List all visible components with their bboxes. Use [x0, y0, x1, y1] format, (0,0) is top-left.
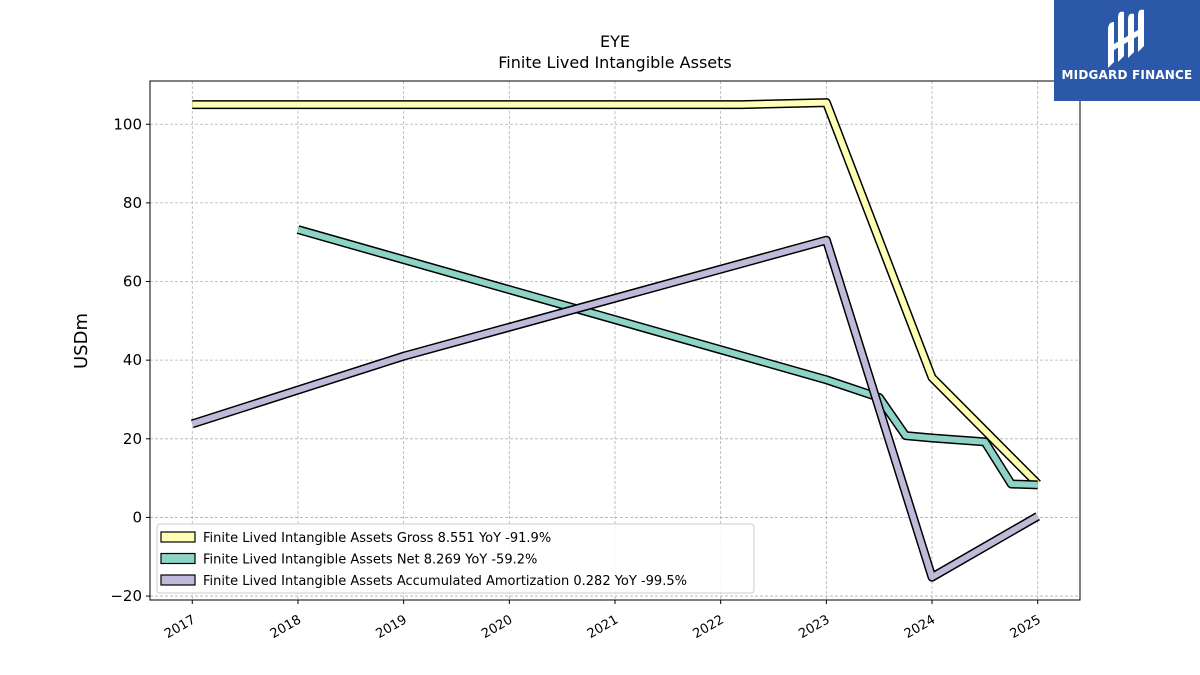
midgard-logo-icon: [1108, 9, 1144, 68]
y-tick-label: 0: [132, 508, 142, 526]
brand-name: MIDGARD FINANCE: [1061, 68, 1193, 82]
y-axis-label: USDm: [71, 313, 92, 369]
chart-subtitle: Finite Lived Intangible Assets: [498, 53, 732, 72]
y-axis: −20 0 20 40 60 80 100: [110, 115, 150, 605]
grid-lines: [150, 81, 1080, 600]
chart-title: EYE: [600, 32, 630, 51]
x-axis: 2017 2018 2019 2020 2021 2022 2023 2024 2025: [162, 600, 1044, 642]
y-tick-label: 60: [123, 273, 142, 291]
legend-box: [156, 523, 755, 594]
x-tick-label: 2024: [902, 612, 938, 642]
y-tick-label: 100: [113, 115, 142, 133]
series-line-2: [191, 237, 1040, 581]
x-tick-label: 2022: [691, 612, 727, 642]
legend-swatch-0: [160, 531, 196, 543]
legend-label-2: Finite Lived Intangible Assets Accumulat…: [203, 574, 687, 589]
legend-swatch-1: [160, 552, 196, 565]
x-tick-label: 2023: [796, 612, 832, 642]
brand-logo: MIDGARD FINANCE: [1054, 0, 1200, 101]
x-tick-label: 2017: [162, 612, 198, 642]
x-tick-label: 2021: [585, 612, 621, 642]
legend-label-0: Finite Lived Intangible Assets Gross 8.5…: [203, 531, 551, 546]
y-tick-label: 80: [123, 194, 142, 212]
legend: Finite Lived Intangible Assets Gross 8.5…: [156, 523, 755, 594]
y-tick-label: 40: [123, 351, 142, 369]
x-tick-label: 2018: [268, 612, 304, 642]
x-tick-label: 2025: [1008, 612, 1044, 642]
series-lines: [190, 98, 1041, 582]
y-tick-label: 20: [123, 430, 142, 448]
series-line-0: [192, 99, 1040, 486]
x-tick-label: 2020: [479, 612, 515, 642]
legend-swatch-2: [160, 574, 196, 586]
y-tick-label: −20: [110, 587, 142, 605]
series-line-1: [297, 226, 1038, 488]
x-tick-label: 2019: [373, 612, 409, 642]
legend-label-1: Finite Lived Intangible Assets Net 8.269…: [203, 553, 537, 568]
